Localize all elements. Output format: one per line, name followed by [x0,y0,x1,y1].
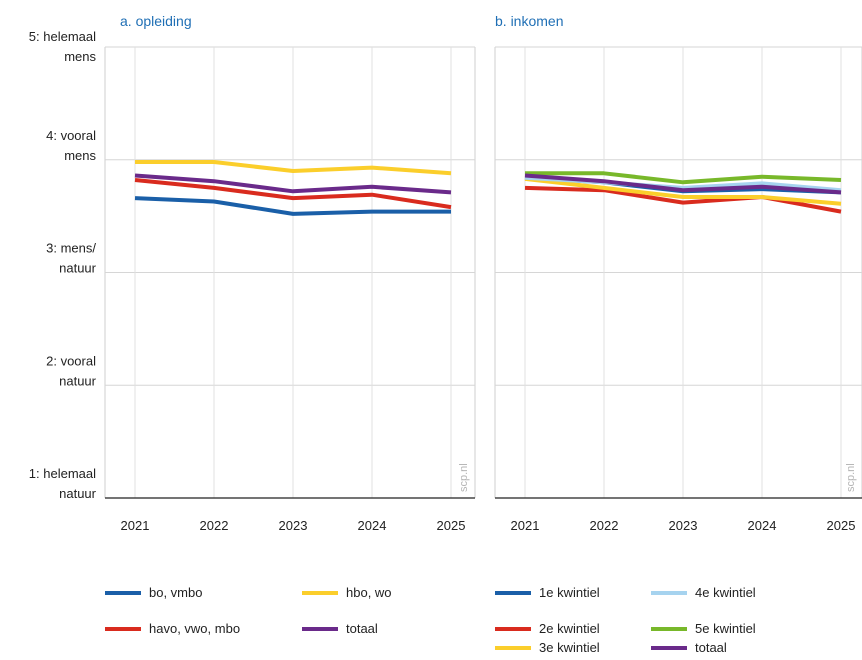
watermark: scp.nl [845,463,857,492]
legend-label-3e-kwintiel: 3e kwintiel [539,640,600,655]
legend-label-hbo-wo: hbo, wo [346,585,392,600]
series-line-hbo-wo [135,160,452,176]
series-line-5e-kwintiel [525,171,842,185]
x-tick-label: 2021 [511,518,540,533]
x-tick-label: 2025 [827,518,856,533]
y-tick-label: natuur [59,486,97,501]
series-line-bo-vmbo [134,196,451,216]
series-line-totaal [524,173,842,195]
y-tick-label: 5: helemaal [29,29,96,44]
watermark: scp.nl [458,463,470,492]
y-tick-label: 2: vooral [46,353,96,368]
series-line-2e-kwintiel [524,185,842,214]
x-tick-label: 2025 [437,518,466,533]
series-line-havo-vwo-mbo [134,178,452,210]
series-line-3e-kwintiel [524,176,842,206]
series-line-totaal [134,173,452,195]
y-tick-label: 4: vooral [46,128,96,143]
legend-label-1e-kwintiel: 1e kwintiel [539,585,600,600]
y-tick-label: mens [64,49,96,64]
y-tick-label: natuur [59,373,97,388]
legend-label-totaal: totaal [695,640,727,655]
legend-label-4e-kwintiel: 4e kwintiel [695,585,756,600]
y-tick-label: 1: helemaal [29,466,96,481]
x-tick-label: 2023 [279,518,308,533]
legend-label-5e-kwintiel: 5e kwintiel [695,621,756,636]
y-tick-label: 3: mens/ [46,241,96,256]
panel-title: b. inkomen [495,13,563,29]
x-tick-label: 2022 [590,518,619,533]
legend-label-2e-kwintiel: 2e kwintiel [539,621,600,636]
legend-label-totaal: totaal [346,621,378,636]
x-tick-label: 2023 [669,518,698,533]
legend-label-havo-vwo-mbo: havo, vwo, mbo [149,621,240,636]
x-tick-label: 2024 [748,518,777,533]
panel-title: a. opleiding [120,13,192,29]
y-tick-label: natuur [59,261,97,276]
y-tick-label: mens [64,148,96,163]
legend-label-bo-vmbo: bo, vmbo [149,585,202,600]
x-tick-label: 2021 [121,518,150,533]
x-tick-label: 2024 [358,518,387,533]
x-tick-label: 2022 [200,518,229,533]
